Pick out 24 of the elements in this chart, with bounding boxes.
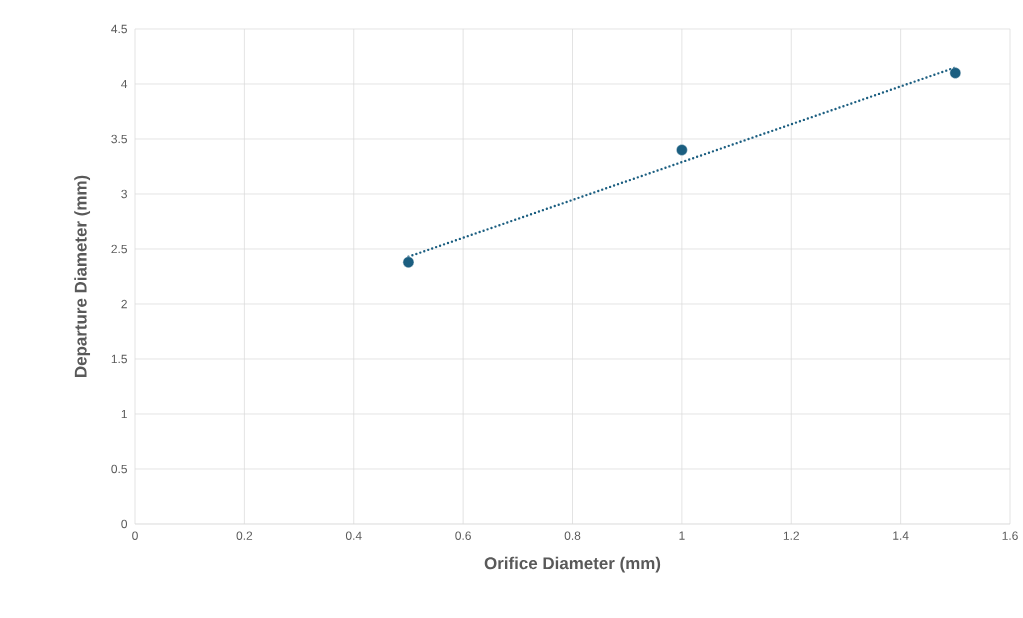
y-tick-label: 1.5 <box>111 354 127 364</box>
y-tick-label: 1 <box>121 409 127 419</box>
y-tick-label: 0.5 <box>111 464 127 474</box>
x-tick-label: 0.2 <box>236 531 253 540</box>
x-tick-label: 1.2 <box>783 531 799 540</box>
y-tick-label: 2 <box>121 299 127 309</box>
x-tick-label: 0.6 <box>455 531 471 540</box>
y-tick-label: 2.5 <box>111 244 127 254</box>
y-tick-label: 3.5 <box>111 134 127 144</box>
point <box>676 144 688 156</box>
point <box>402 256 415 268</box>
x-axis-title: Orifice Diameter (mm) <box>484 556 661 573</box>
y-tick-label: 0 <box>121 519 128 529</box>
y-tick-label: 4.5 <box>111 24 127 34</box>
x-tick-label: 0 <box>132 531 138 540</box>
point <box>949 67 962 79</box>
x-tick-label: 1.4 <box>893 531 909 540</box>
x-tick-label: 0.4 <box>345 531 362 540</box>
x-tick-label: 1.6 <box>1002 531 1018 540</box>
x-tick-label: 0.8 <box>564 531 581 540</box>
y-tick-label: 3 <box>121 189 127 199</box>
x-tick-label: 1 <box>679 531 685 540</box>
y-tick-label: 4 <box>121 79 128 89</box>
y-axis-title: Departure Diameter (mm) <box>74 175 91 377</box>
